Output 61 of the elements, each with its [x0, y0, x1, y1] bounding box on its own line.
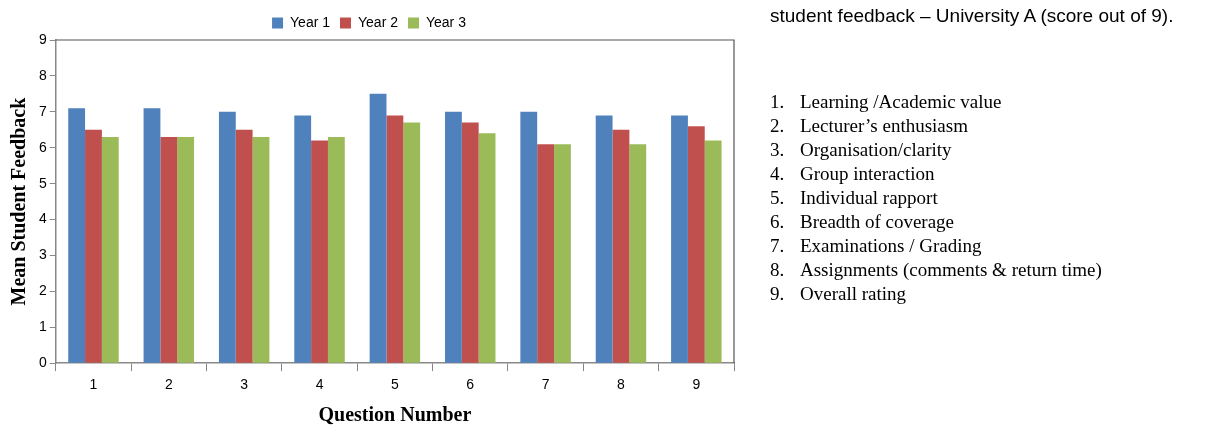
x-tick-label: 8 [617, 376, 626, 393]
y-axis-title: Mean Student Feedback [7, 96, 30, 306]
text: 2. Lecturer’s enthusiasm [770, 114, 968, 138]
bar [235, 129, 253, 363]
x-tick-label: 6 [466, 376, 475, 393]
legend-label: Year 1 [290, 13, 331, 30]
bar [478, 133, 496, 363]
bar [327, 136, 345, 363]
text: 1. Learning /Academic value [770, 90, 1002, 114]
y-tick-label: 2 [38, 282, 47, 299]
y-tick-label: 0 [38, 354, 47, 371]
text: 4. Group interaction [770, 162, 935, 186]
bar [160, 136, 178, 363]
y-tick-label: 7 [38, 102, 47, 119]
bar [595, 115, 613, 363]
text: 9. Overall rating [770, 282, 907, 306]
x-axis-title: Question Number [318, 403, 472, 426]
y-tick-label: 8 [38, 66, 47, 83]
bar [612, 129, 630, 363]
bar [85, 129, 102, 363]
y-tick-label: 1 [38, 318, 47, 335]
bar [520, 111, 538, 363]
bar [704, 140, 722, 363]
bar [671, 115, 688, 363]
bar [311, 140, 328, 363]
y-tick-label: 9 [38, 30, 47, 47]
bar [386, 115, 404, 363]
bar [252, 136, 270, 363]
text: 3. Organisation/clarity [770, 138, 952, 162]
bar [68, 108, 86, 363]
bar [537, 144, 555, 363]
x-tick-label: 5 [390, 376, 399, 393]
legend-label: Year 2 [358, 13, 399, 30]
bar [369, 93, 387, 363]
x-tick-label: 9 [692, 376, 701, 393]
y-tick-label: 5 [38, 174, 47, 191]
bar [294, 115, 312, 363]
y-tick-label: 3 [38, 246, 47, 263]
bar [554, 144, 571, 363]
y-tick-label: 4 [38, 210, 47, 227]
bar [143, 108, 161, 363]
text: 8. Assignments (comments & return time) [770, 258, 1102, 282]
bar [218, 111, 236, 363]
bar [403, 122, 421, 363]
text: 7. Examinations / Grading [770, 234, 982, 258]
x-tick-label: 2 [164, 376, 173, 393]
text: student feedback – University A (score out of 9). [770, 4, 1175, 28]
bar [687, 126, 705, 363]
bar [445, 111, 462, 363]
legend-label: Year 3 [425, 13, 467, 30]
y-tick-label: 6 [38, 138, 47, 155]
x-tick-label: 3 [240, 376, 249, 393]
x-tick-label: 1 [89, 376, 98, 393]
bar [461, 122, 479, 363]
x-tick-label: 7 [541, 376, 550, 393]
bar [629, 144, 647, 363]
bar [101, 136, 119, 363]
x-tick-label: 4 [315, 376, 324, 393]
text: 5. Individual rapport [770, 186, 938, 210]
text: 6. Breadth of coverage [770, 210, 955, 234]
bar [177, 136, 195, 363]
